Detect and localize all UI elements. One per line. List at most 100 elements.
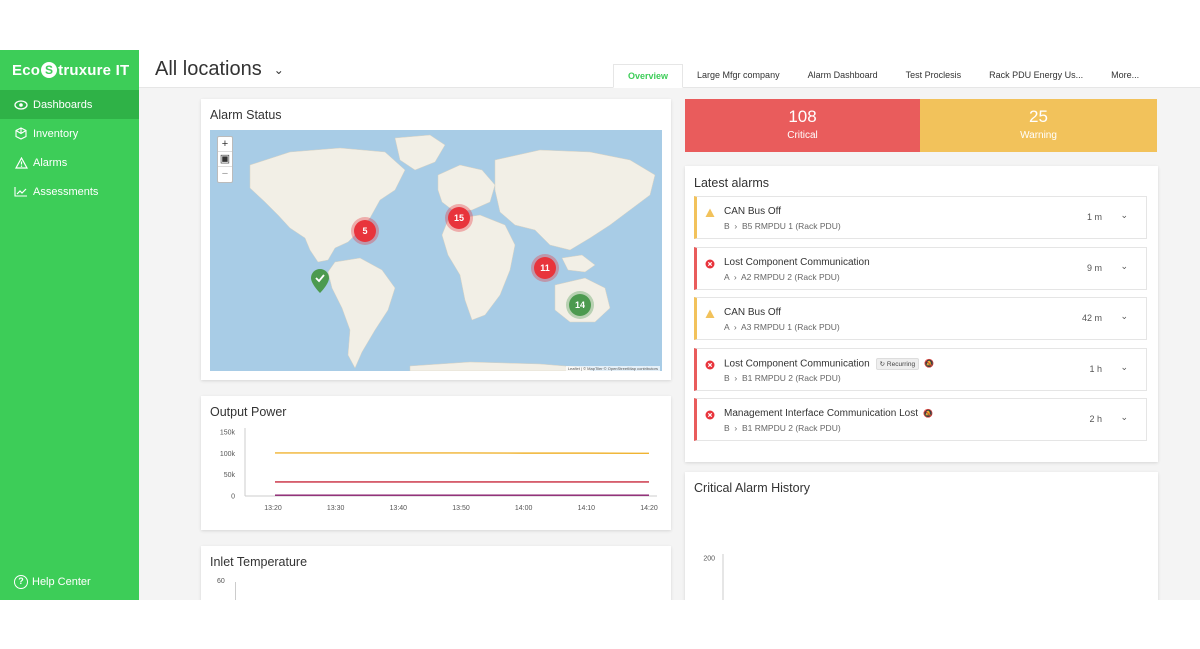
critical-alarm-history-card: Critical Alarm History 200100 xyxy=(685,472,1158,600)
location-pin-ok-icon[interactable] xyxy=(311,269,329,293)
inlet-temperature-card: Inlet Temperature 60 xyxy=(201,546,671,600)
tab-large-mfgr-company[interactable]: Large Mfgr company xyxy=(697,70,780,80)
zoom-in-button[interactable]: + xyxy=(218,137,232,152)
alarm-title-line: Management Interface Communication Lost 🔕 xyxy=(724,408,933,419)
alarm-cluster-marker[interactable]: 5 xyxy=(354,220,376,242)
alarm-row[interactable]: Management Interface Communication Lost 🔕… xyxy=(694,398,1147,441)
alarm-status-title: Alarm Status xyxy=(210,108,282,122)
alarm-title: Lost Component Communication xyxy=(724,358,870,370)
alarm-cluster-marker[interactable]: 14 xyxy=(569,294,591,316)
tab-overview[interactable]: Overview xyxy=(613,64,684,88)
x-tick-label: 13:40 xyxy=(390,505,408,512)
chevron-down-icon[interactable]: ⌄ xyxy=(1120,260,1128,271)
map-attribution: Leaflet | © MapTiler © OpenStreetMap con… xyxy=(565,366,660,371)
tab-alarm-dashboard[interactable]: Alarm Dashboard xyxy=(807,70,878,80)
alarm-cluster-marker[interactable]: 15 xyxy=(448,207,470,229)
trend-chart-icon xyxy=(14,185,28,199)
sidebar-item-inventory[interactable]: Inventory xyxy=(0,119,139,148)
output-power-card: Output Power 150k 100k 50k 0 13:20 13:30 13:40… xyxy=(201,396,671,530)
alarm-title-line: CAN Bus Off xyxy=(724,307,781,318)
page-title: All locations xyxy=(155,58,262,80)
sidebar-item-label: Assessments xyxy=(33,185,99,198)
chevron-down-icon[interactable]: ⌄ xyxy=(1120,210,1128,220)
tab-more[interactable]: More... xyxy=(1111,70,1140,80)
critical-icon xyxy=(705,410,715,420)
chevron-down-icon[interactable]: ⌄ xyxy=(1120,412,1128,422)
warning-triangle-icon xyxy=(14,156,28,170)
alarm-title-line: Lost Component Communication ↻ Recurring 🔕 xyxy=(724,357,935,370)
critical-count-tile[interactable]: 108 Critical xyxy=(685,99,920,152)
alarm-location-path: A › A3 RMPDU 1 (Rack PDU) xyxy=(724,322,840,332)
y-tick-label: 0 xyxy=(231,494,235,501)
alarm-title: Management Interface Communication Lost xyxy=(724,408,918,419)
warning-count: 25 xyxy=(1029,107,1048,126)
warning-count-tile[interactable]: 25 Warning xyxy=(920,99,1157,152)
y-tick-label: 100k xyxy=(220,451,236,458)
zoom-out-button[interactable]: − xyxy=(221,168,229,180)
alarm-title: Lost Component Communication xyxy=(724,256,870,268)
brand-prefix: Eco xyxy=(12,61,41,79)
alarm-row[interactable]: CAN Bus Off B › B5 RMPDU 1 (Rack PDU) 1 m ⌄ xyxy=(694,196,1147,239)
x-tick-label: 13:20 xyxy=(264,505,282,512)
alarm-time: 2 h xyxy=(1089,414,1102,424)
world-map[interactable]: + ▣ − 5 15 11 14 Leaflet | © MapTiler © … xyxy=(210,130,662,371)
output-power-title: Output Power xyxy=(210,405,287,419)
critical-history-title: Critical Alarm History xyxy=(694,481,810,495)
alarm-status-card: Alarm Status xyxy=(201,99,671,380)
sidebar-item-alarms[interactable]: Alarms xyxy=(0,148,139,177)
inlet-temperature-title: Inlet Temperature xyxy=(210,555,308,569)
muted-bell-icon[interactable]: 🔕 xyxy=(924,359,935,368)
tab-test-proclesis[interactable]: Test Proclesis xyxy=(905,70,962,80)
critical-icon xyxy=(705,360,715,369)
x-tick-label: 13:50 xyxy=(452,505,470,512)
help-center-link[interactable]: ? Help Center xyxy=(14,575,91,589)
sidebar-item-dashboards[interactable]: Dashboards xyxy=(0,90,139,119)
y-axis-line xyxy=(235,582,236,600)
warning-label: Warning xyxy=(1020,130,1057,141)
alarm-cluster-marker[interactable]: 11 xyxy=(534,257,556,279)
y-tick-label: 200 xyxy=(703,556,715,563)
map-zoom-control: + ▣ − xyxy=(217,136,233,183)
alarm-time: 9 m xyxy=(1086,262,1102,273)
chevron-down-icon[interactable]: ⌄ xyxy=(1120,361,1128,372)
muted-bell-icon[interactable]: 🔕 xyxy=(923,408,933,418)
cube-icon xyxy=(14,127,28,141)
warning-icon xyxy=(705,309,715,318)
chevron-down-icon[interactable]: ⌄ xyxy=(1120,311,1128,321)
alarm-title: CAN Bus Off xyxy=(724,206,782,217)
y-tick-label: 60 xyxy=(217,578,225,585)
output-power-chart: 150k 100k 50k 0 13:20 13:30 13:40 13:50 14:00 14:… xyxy=(220,428,658,512)
alarm-location-path: B › B5 RMPDU 1 (Rack PDU) xyxy=(724,221,841,231)
alarm-row[interactable]: CAN Bus Off A › A3 RMPDU 1 (Rack PDU) 42 m… xyxy=(694,297,1147,340)
alarm-row[interactable]: Lost Component Communication A › A2 RMPDU… xyxy=(694,246,1147,290)
alarm-location-path: A › A2 RMPDU 2 (Rack PDU) xyxy=(724,271,840,282)
alarm-location-path: B › B1 RMPDU 2 (Rack PDU) xyxy=(724,372,841,383)
x-tick-label: 14:00 xyxy=(515,505,533,512)
alarm-time: 42 m xyxy=(1081,313,1102,323)
tab-rack-pdu-energy-us[interactable]: Rack PDU Energy Us... xyxy=(989,70,1084,80)
critical-history-chart: 200100 xyxy=(703,554,724,600)
sidebar-item-label: Dashboards xyxy=(33,98,93,111)
help-icon: ? xyxy=(14,575,28,589)
latest-alarms-title: Latest alarms xyxy=(694,176,770,190)
critical-icon xyxy=(705,259,715,268)
recurring-badge: ↻ Recurring xyxy=(875,357,920,370)
sidebar-item-assessments[interactable]: Assessments xyxy=(0,177,139,206)
x-tick-label: 13:30 xyxy=(327,505,345,512)
eye-icon xyxy=(14,98,28,112)
fit-bounds-icon[interactable]: ▣ xyxy=(218,153,232,167)
x-tick-label: 14:10 xyxy=(578,505,596,512)
alarm-title-line: CAN Bus Off xyxy=(724,206,781,217)
alarm-row[interactable]: Lost Component Communication ↻ Recurring 🔕… xyxy=(694,347,1147,391)
location-selector[interactable]: All locations ⌄ xyxy=(155,58,284,81)
latest-alarms-card: Latest alarms CAN Bus Off B › B5 RMPDU 1 … xyxy=(685,166,1158,462)
y-tick-label: 50k xyxy=(224,472,236,479)
sidebar-item-label: Inventory xyxy=(33,127,79,140)
chevron-down-icon: ⌄ xyxy=(273,62,284,77)
alarm-title-line: Lost Component Communication xyxy=(724,257,870,268)
warning-icon xyxy=(705,208,715,217)
sidebar-nav: Dashboards Inventory Alarms Assessments xyxy=(0,90,139,206)
